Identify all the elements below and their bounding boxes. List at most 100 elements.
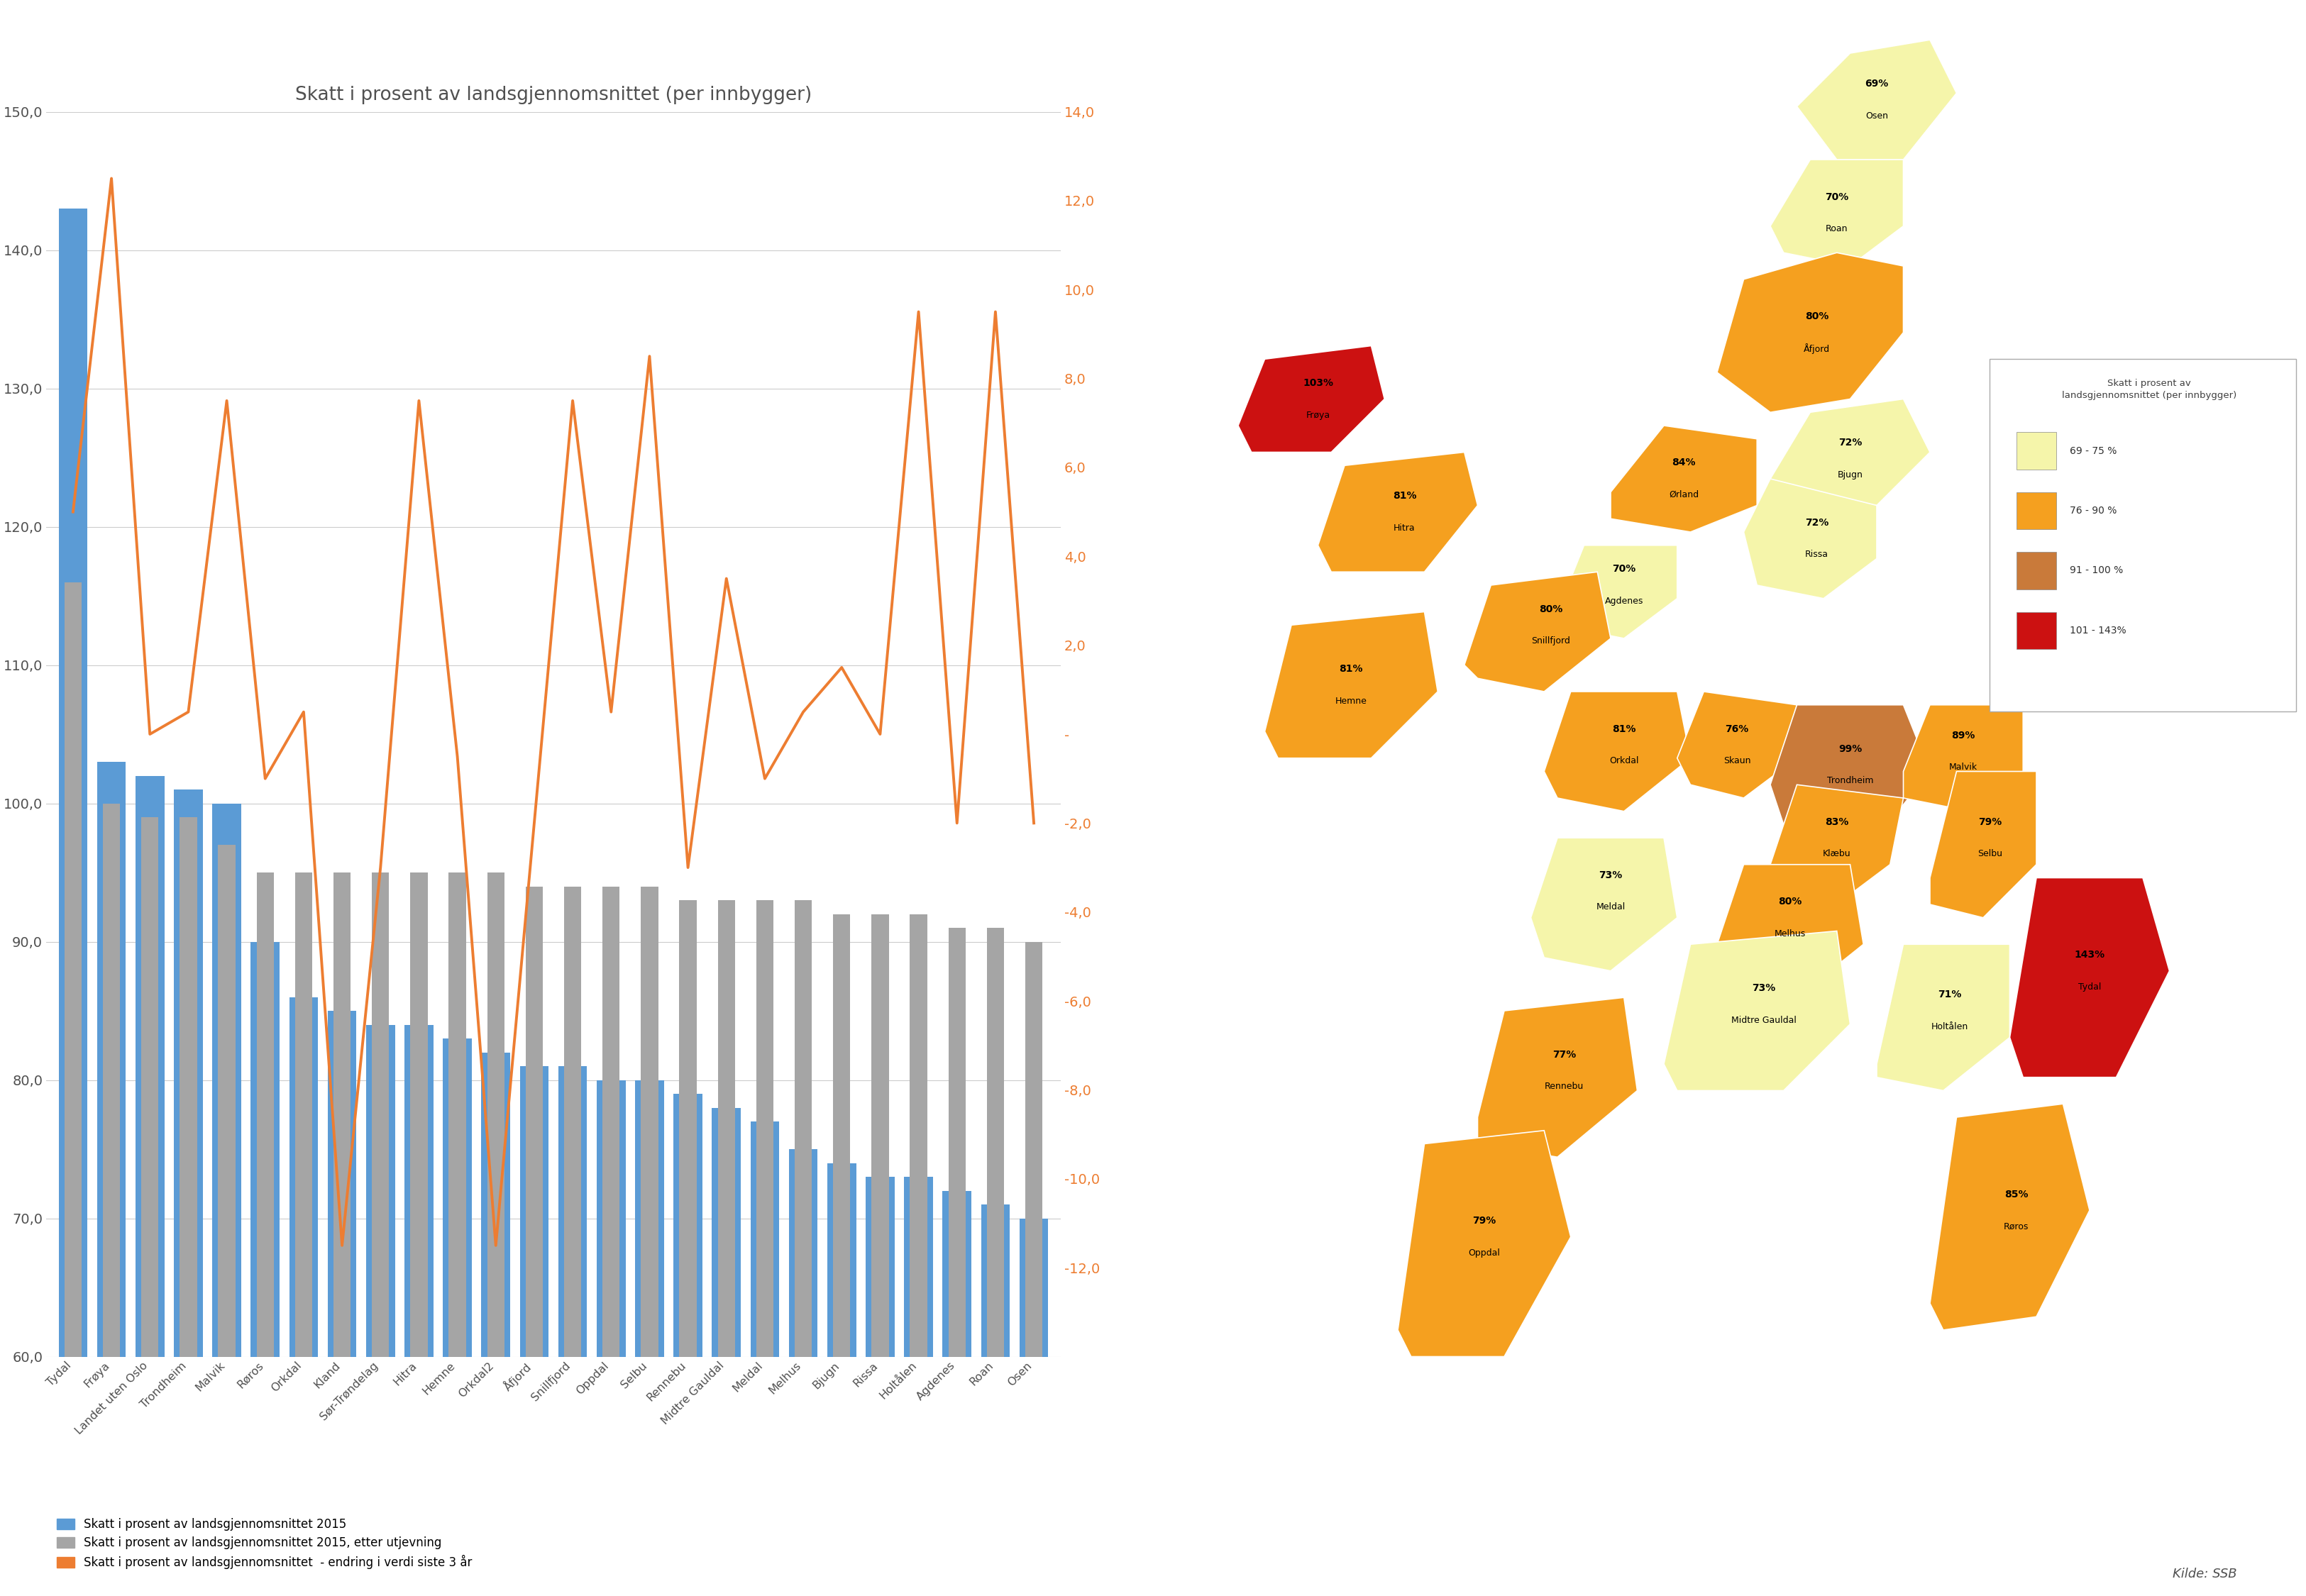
Bar xyxy=(2015,552,2057,589)
Text: 80%: 80% xyxy=(1538,605,1563,614)
Text: Hitra: Hitra xyxy=(1393,523,1416,533)
Bar xyxy=(173,790,203,1596)
Skatt i prosent av landsgjennomsnittet  - endring i verdi siste 3 år xyxy=(251,769,279,788)
Text: Åfjord: Åfjord xyxy=(1803,343,1831,354)
Bar xyxy=(288,998,318,1596)
Text: Malvik: Malvik xyxy=(1949,763,1979,772)
Polygon shape xyxy=(1930,1104,2089,1329)
Legend: Skatt i prosent av landsgjennomsnittet 2015, Skatt i prosent av landsgjennomsnit: Skatt i prosent av landsgjennomsnittet 2… xyxy=(53,1513,477,1574)
Polygon shape xyxy=(1545,691,1690,811)
Text: 70%: 70% xyxy=(1824,192,1849,201)
Bar xyxy=(980,1205,1010,1596)
Bar xyxy=(558,1066,588,1596)
Polygon shape xyxy=(1771,785,1902,905)
Bar xyxy=(832,915,851,1596)
Text: Rissa: Rissa xyxy=(1806,551,1829,559)
Skatt i prosent av landsgjennomsnittet  - endring i verdi siste 3 år xyxy=(406,391,434,410)
Text: Tydal: Tydal xyxy=(2078,982,2101,991)
Text: Skatt i prosent av
landsgjennomsnittet (per innbygger): Skatt i prosent av landsgjennomsnittet (… xyxy=(2062,378,2237,401)
Bar xyxy=(519,1066,549,1596)
Skatt i prosent av landsgjennomsnittet  - endring i verdi siste 3 år xyxy=(482,1235,510,1254)
Bar xyxy=(371,873,390,1596)
Bar xyxy=(526,886,542,1596)
Polygon shape xyxy=(2011,878,2170,1077)
Bar xyxy=(756,900,773,1596)
Text: 70%: 70% xyxy=(1612,565,1635,575)
Polygon shape xyxy=(1676,691,1796,798)
Text: 76%: 76% xyxy=(1725,725,1748,734)
Bar xyxy=(487,873,505,1596)
Polygon shape xyxy=(1743,479,1877,598)
Bar xyxy=(789,1149,819,1596)
Bar xyxy=(796,900,812,1596)
Bar xyxy=(717,900,736,1596)
Text: Holtålen: Holtålen xyxy=(1932,1021,1969,1031)
Bar xyxy=(256,873,274,1596)
Skatt i prosent av landsgjennomsnittet  - endring i verdi siste 3 år xyxy=(943,814,971,833)
Text: Trondheim: Trondheim xyxy=(1826,776,1872,785)
Bar xyxy=(1026,942,1042,1596)
Text: Melhus: Melhus xyxy=(1776,929,1806,938)
Bar xyxy=(872,915,888,1596)
Text: 79%: 79% xyxy=(1474,1216,1497,1226)
Bar xyxy=(443,1039,473,1596)
Skatt i prosent av landsgjennomsnittet  - endring i verdi siste 3 år xyxy=(789,702,816,721)
Text: 76 - 90 %: 76 - 90 % xyxy=(2071,506,2117,516)
Skatt i prosent av landsgjennomsnittet  - endring i verdi siste 3 år xyxy=(521,814,549,833)
Skatt i prosent av landsgjennomsnittet  - endring i verdi siste 3 år xyxy=(713,568,740,587)
Bar xyxy=(141,817,159,1596)
Bar xyxy=(327,1010,357,1596)
Polygon shape xyxy=(1796,40,1955,160)
Skatt i prosent av landsgjennomsnittet  - endring i verdi siste 3 år xyxy=(291,702,318,721)
Polygon shape xyxy=(1718,865,1863,998)
Bar xyxy=(987,927,1003,1596)
Skatt i prosent av landsgjennomsnittet  - endring i verdi siste 3 år xyxy=(558,391,586,410)
Bar xyxy=(904,1176,934,1596)
Text: Meldal: Meldal xyxy=(1596,902,1626,911)
Bar xyxy=(212,803,242,1596)
Skatt i prosent av landsgjennomsnittet  - endring i verdi siste 3 år xyxy=(597,702,625,721)
Polygon shape xyxy=(1319,452,1478,571)
Skatt i prosent av landsgjennomsnittet  - endring i verdi siste 3 år xyxy=(636,346,664,365)
Polygon shape xyxy=(1771,160,1902,267)
Text: 101 - 143%: 101 - 143% xyxy=(2071,626,2126,635)
Bar xyxy=(1019,1218,1049,1596)
Text: 81%: 81% xyxy=(1393,492,1416,501)
FancyBboxPatch shape xyxy=(1990,359,2297,712)
Bar xyxy=(565,886,581,1596)
Bar xyxy=(65,583,81,1596)
Text: Orkdal: Orkdal xyxy=(1610,757,1640,766)
Bar xyxy=(911,915,927,1596)
Text: Osen: Osen xyxy=(1866,112,1889,120)
Bar xyxy=(828,1163,856,1596)
Bar xyxy=(673,1093,703,1596)
Skatt i prosent av landsgjennomsnittet  - endring i verdi siste 3 år xyxy=(97,169,125,188)
Polygon shape xyxy=(1238,346,1384,452)
Bar xyxy=(680,900,696,1596)
Text: Selbu: Selbu xyxy=(1979,849,2002,859)
Polygon shape xyxy=(1610,426,1757,531)
Bar xyxy=(104,803,120,1596)
Skatt i prosent av landsgjennomsnittet  - endring i verdi siste 3 år xyxy=(828,658,856,677)
Skatt i prosent av landsgjennomsnittet  - endring i verdi siste 3 år xyxy=(367,859,394,878)
Text: Oppdal: Oppdal xyxy=(1469,1248,1501,1258)
Text: 73%: 73% xyxy=(1753,983,1776,993)
Text: Bjugn: Bjugn xyxy=(1838,471,1863,479)
Bar xyxy=(404,1025,434,1596)
Polygon shape xyxy=(1665,930,1849,1090)
Polygon shape xyxy=(1718,252,1902,412)
Line: Skatt i prosent av landsgjennomsnittet  - endring i verdi siste 3 år: Skatt i prosent av landsgjennomsnittet -… xyxy=(74,179,1033,1245)
Skatt i prosent av landsgjennomsnittet  - endring i verdi siste 3 år xyxy=(327,1235,355,1254)
Bar xyxy=(634,1080,664,1596)
Text: Skaun: Skaun xyxy=(1723,757,1750,766)
Bar xyxy=(597,1080,625,1596)
Polygon shape xyxy=(1397,1130,1570,1357)
Skatt i prosent av landsgjennomsnittet  - endring i verdi siste 3 år xyxy=(982,302,1010,321)
Skatt i prosent av landsgjennomsnittet  - endring i verdi siste 3 år xyxy=(1019,814,1047,833)
Text: 72%: 72% xyxy=(1838,437,1861,448)
Text: Hemne: Hemne xyxy=(1335,696,1367,705)
Text: 69 - 75 %: 69 - 75 % xyxy=(2071,445,2117,456)
Text: Ørland: Ørland xyxy=(1670,490,1700,500)
Bar xyxy=(482,1052,510,1596)
Bar xyxy=(251,942,279,1596)
